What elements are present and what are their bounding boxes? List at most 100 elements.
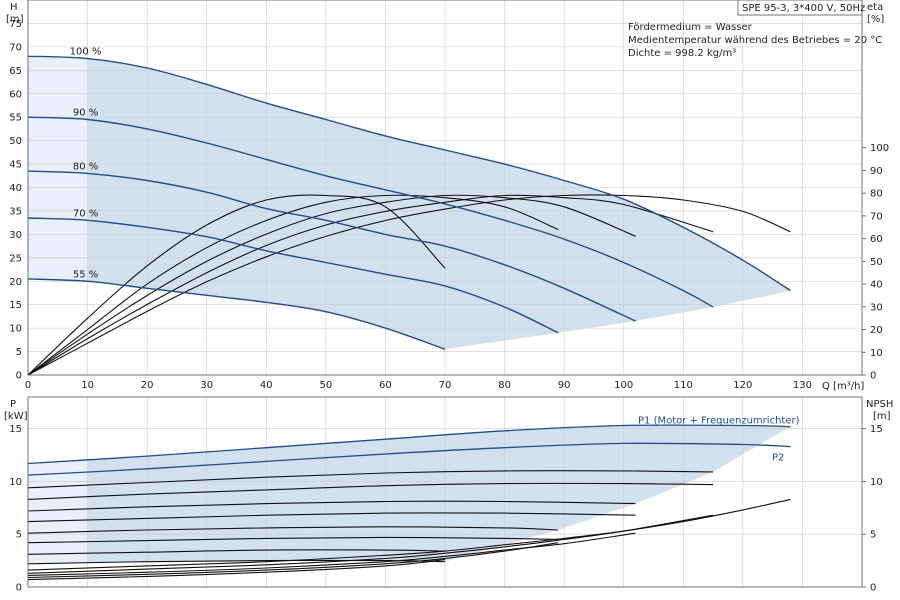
efficiency-curve: [27, 194, 636, 376]
npsh-tick-label: 0: [870, 583, 876, 594]
eta-tick-label: 0: [870, 371, 876, 382]
eta-tick-label: 20: [870, 325, 883, 336]
p2-curve-label: P2: [772, 453, 784, 464]
npsh-tick-label: 15: [870, 424, 883, 435]
bottom-tick-labels: 0 5 10 15 0 5 10 15: [9, 424, 882, 593]
head-tick-label: 30: [9, 230, 22, 241]
speed-label: 80 %: [73, 161, 98, 172]
npsh-curve: [27, 532, 636, 576]
power-curve: [27, 482, 714, 500]
product-label: SPE 95-3, 3*400 V, 50Hz: [742, 3, 865, 14]
head-tick-label: 10: [9, 324, 22, 335]
head-curve: [27, 278, 446, 350]
top-x-tick-label: 20: [141, 380, 154, 391]
head-tick-label: 75: [9, 19, 22, 30]
head-efficiency-panel: 100 %90 %80 %70 %55 % 0 10 20 30 40 50 60 70 80 9…: [6, 0, 889, 392]
eta-tick-label: 90: [870, 166, 883, 177]
flow-axis-label: Q [m³/h]: [822, 381, 864, 392]
npsh-tick-label: 10: [870, 477, 883, 488]
power-axis-unit: [kW]: [4, 411, 28, 422]
power-low-flow-fill: [28, 459, 88, 564]
head-tick-label: 5: [16, 347, 22, 358]
head-tick-label: 25: [9, 253, 22, 264]
power-curve: [27, 526, 559, 534]
head-tick-label: 70: [9, 42, 22, 53]
power-curve: [27, 512, 636, 523]
head-tick-label: 20: [9, 277, 22, 288]
top-x-tick-label: 90: [558, 380, 571, 391]
top-tick-labels: 0 10 20 30 40 50 60 70 80 90 100 110 120 130 0 5 10 15 20 2…: [9, 19, 889, 391]
efficiency-curve: [27, 194, 714, 376]
power-curve: [27, 470, 714, 489]
efficiency-curve: [27, 194, 791, 376]
npsh-axis-label: NPSH: [866, 399, 893, 410]
power-curve: [27, 549, 446, 555]
top-x-tick-label: 120: [733, 380, 752, 391]
info-line-density: Dichte = 998.2 kg/m³: [628, 48, 736, 59]
npsh-curve: [27, 542, 559, 579]
head-tick-label: 35: [9, 206, 22, 217]
eta-tick-label: 10: [870, 348, 883, 359]
efficiency-curve: [27, 194, 559, 376]
top-x-tick-label: 30: [200, 380, 213, 391]
top-x-tick-label: 50: [319, 380, 332, 391]
npsh-curve: [27, 559, 446, 581]
head-curve: [27, 217, 559, 334]
info-line-medium: Fördermedium = Wasser: [628, 22, 753, 33]
power-tick-label: 5: [16, 530, 22, 541]
eta-axis-unit: [%]: [867, 14, 884, 25]
top-x-tick-label: 0: [25, 380, 31, 391]
head-curve: [27, 170, 636, 322]
operating-range-fill: [28, 56, 791, 350]
head-tick-label: 0: [16, 371, 22, 382]
speed-label: 70 %: [73, 208, 98, 219]
npsh-curve: [27, 498, 791, 571]
eta-tick-label: 100: [870, 143, 889, 154]
speed-label: 100 %: [70, 47, 102, 58]
head-axis-label: H: [10, 2, 18, 13]
top-x-tick-label: 40: [260, 380, 273, 391]
power-curve: [27, 536, 559, 544]
efficiency-curve: [27, 194, 446, 376]
head-tick-label: 55: [9, 113, 22, 124]
power-axis-label: P: [10, 399, 16, 410]
head-axis-unit: [m]: [6, 14, 24, 25]
power-tick-label: 10: [9, 477, 22, 488]
head-tick-label: 45: [9, 160, 22, 171]
eta-tick-label: 70: [870, 211, 883, 222]
low-flow-zone-fill: [28, 56, 88, 282]
top-x-tick-label: 70: [439, 380, 452, 391]
top-x-tick-label: 100: [614, 380, 633, 391]
p1-curve-label: P1 (Motor + Frequenzumrichter): [638, 416, 800, 427]
power-npsh-panel: P1 (Motor + Frequenzumrichter)P2 0510150…: [4, 396, 893, 594]
head-tick-label: 15: [9, 300, 22, 311]
power-tick-label: 15: [9, 424, 22, 435]
npsh-axis-unit: [m]: [873, 411, 891, 422]
head-curve: [27, 55, 791, 292]
power-tick-label: 0: [16, 583, 22, 594]
eta-axis-label: eta: [867, 2, 883, 13]
top-curves: 100 % 90 % 80 % 70 % 55 %: [27, 47, 791, 376]
bottom-plot-frame: [27, 396, 863, 588]
info-line-temperature: Medientemperatur während des Betriebes =…: [628, 35, 882, 46]
top-plot-frame: [27, 0, 863, 376]
power-curve: [27, 442, 791, 476]
eta-tick-label: 60: [870, 234, 883, 245]
head-tick-label: 60: [9, 89, 22, 100]
top-x-tick-label: 130: [793, 380, 812, 391]
speed-label: 90 %: [73, 108, 98, 119]
top-grid: [27, 0, 862, 376]
power-curve: [27, 500, 636, 512]
head-tick-label: 50: [9, 136, 22, 147]
npsh-tick-label: 5: [870, 530, 876, 541]
head-curve: [27, 116, 714, 308]
top-x-tick-label: 80: [498, 380, 511, 391]
top-x-tick-label: 110: [674, 380, 693, 391]
head-tick-label: 65: [9, 66, 22, 77]
eta-tick-label: 30: [870, 302, 883, 313]
operating-range-area: [28, 56, 791, 350]
top-x-tick-label: 60: [379, 380, 392, 391]
eta-tick-label: 50: [870, 257, 883, 268]
npsh-curve: [27, 514, 714, 574]
